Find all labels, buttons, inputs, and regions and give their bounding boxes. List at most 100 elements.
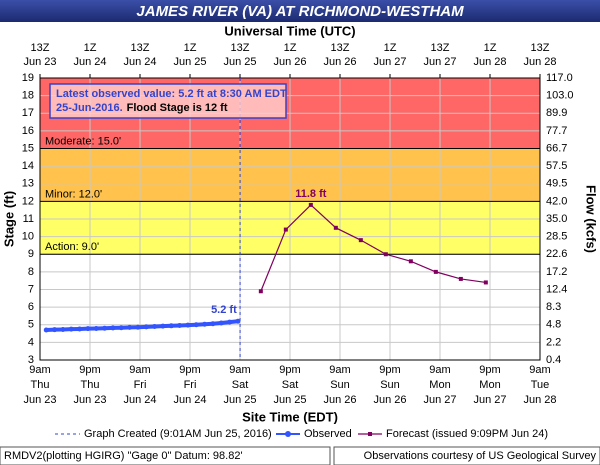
observed-point [93, 325, 99, 331]
observed-point [135, 324, 141, 330]
annotation-flood: Flood Stage is 12 ft [127, 102, 228, 114]
x-tick-label: Jun 26 [323, 394, 356, 406]
legend-label: Observed [304, 428, 352, 440]
observed-point [160, 323, 166, 329]
x-tick-label: 9am [29, 364, 50, 376]
flood-label: Moderate: 15.0' [45, 135, 121, 147]
y2-tick-label: 57.5 [546, 160, 567, 172]
y-tick-label: 19 [22, 72, 34, 84]
y2-tick-label: 42.0 [546, 195, 567, 207]
x-tick-label: 9pm [479, 364, 500, 376]
x-tick-label: 9am [429, 364, 450, 376]
x2-tick-label: Jun 26 [273, 56, 306, 68]
x-tick-label: Thu [31, 379, 50, 391]
legend-swatch [285, 431, 291, 437]
x2-axis-title: Universal Time (UTC) [224, 23, 355, 38]
forecast-point [433, 269, 438, 274]
y2-tick-label: 17.2 [546, 266, 567, 278]
x2-tick-label: 1Z [184, 42, 197, 54]
forecast-point [333, 225, 338, 230]
legend-label: Graph Created (9:01AM Jun 25, 2016) [84, 428, 272, 440]
y-tick-label: 9 [28, 248, 34, 260]
x2-tick-label: Jun 26 [323, 56, 356, 68]
x-tick-label: Sat [232, 379, 249, 391]
x-tick-label: Jun 25 [223, 394, 256, 406]
y2-tick-label: 12.4 [546, 283, 567, 295]
x-tick-label: 9am [529, 364, 550, 376]
y2-tick-label: 66.7 [546, 142, 567, 154]
x2-tick-label: 13Z [331, 42, 350, 54]
y-tick-label: 3 [28, 354, 34, 366]
forecast-point [383, 252, 388, 257]
observed-point [43, 327, 49, 333]
observed-point [68, 326, 74, 332]
x2-tick-label: Jun 24 [73, 56, 106, 68]
y2-tick-label: 49.5 [546, 178, 567, 190]
y2-tick-label: 2.2 [546, 336, 561, 348]
observed-point [235, 318, 241, 324]
x-tick-label: Thu [81, 379, 100, 391]
observed-point [102, 325, 108, 331]
y-tick-label: 10 [22, 231, 34, 243]
forecast-point [358, 238, 363, 243]
observed-point [177, 322, 183, 328]
y2-tick-label: 28.5 [546, 231, 567, 243]
y-tick-label: 13 [22, 178, 34, 190]
observed-point [52, 327, 58, 333]
y-tick-label: 12 [22, 195, 34, 207]
x-tick-label: Jun 26 [373, 394, 406, 406]
y2-tick-label: 89.9 [546, 107, 567, 119]
y2-tick-label: 103.0 [546, 90, 574, 102]
x2-tick-label: Jun 23 [23, 56, 56, 68]
legend-swatch [368, 432, 372, 436]
x-tick-label: 9pm [79, 364, 100, 376]
observed-point [77, 326, 83, 332]
x-tick-label: 9am [129, 364, 150, 376]
legend-label: Forecast (issued 9:09PM Jun 24) [386, 428, 548, 440]
x-tick-label: Sun [330, 379, 350, 391]
y-tick-label: 18 [22, 90, 34, 102]
x-tick-label: Jun 25 [273, 394, 306, 406]
x2-tick-label: 13Z [531, 42, 550, 54]
y-tick-label: 6 [28, 301, 34, 313]
x-tick-label: Mon [429, 379, 450, 391]
forecast-point [258, 289, 263, 294]
x2-tick-label: 13Z [431, 42, 450, 54]
y2-tick-label: 77.7 [546, 125, 567, 137]
forecast-point [483, 280, 488, 285]
x2-tick-label: Jun 24 [123, 56, 156, 68]
x2-tick-label: 13Z [231, 42, 250, 54]
y-tick-label: 5 [28, 319, 34, 331]
observed-point [143, 324, 149, 330]
annotation-line: Latest observed value: 5.2 ft at 8:30 AM… [56, 88, 287, 100]
footer-right: Observations courtesy of US Geological S… [364, 450, 597, 462]
flood-label: Minor: 12.0' [45, 188, 102, 200]
x-tick-label: Sat [282, 379, 299, 391]
x-tick-label: Jun 24 [173, 394, 206, 406]
observed-point [118, 325, 124, 331]
y-tick-label: 17 [22, 107, 34, 119]
forecast-point [283, 227, 288, 232]
x2-tick-label: 1Z [484, 42, 497, 54]
observed-point [218, 320, 224, 326]
y2-tick-label: 22.6 [546, 248, 567, 260]
x2-tick-label: 13Z [31, 42, 50, 54]
observed-point [193, 322, 199, 328]
y2-tick-label: 35.0 [546, 213, 567, 225]
x-tick-label: Sun [380, 379, 400, 391]
series-line [260, 204, 486, 292]
x-tick-label: Tue [531, 379, 550, 391]
footer-box [0, 446, 331, 465]
observed-point [110, 325, 116, 331]
title-bar [0, 0, 600, 22]
x2-tick-label: Jun 25 [223, 56, 256, 68]
forecast-point [458, 276, 463, 281]
x2-tick-label: 1Z [284, 42, 297, 54]
chart-title: JAMES RIVER (VA) AT RICHMOND-WESTHAM [136, 3, 464, 20]
forecast-point [308, 202, 313, 207]
x-tick-label: Jun 27 [473, 394, 506, 406]
plot-frame [39, 77, 541, 361]
y2-tick-label: 4.8 [546, 319, 561, 331]
observed-point [127, 324, 133, 330]
x-tick-label: Jun 23 [73, 394, 106, 406]
